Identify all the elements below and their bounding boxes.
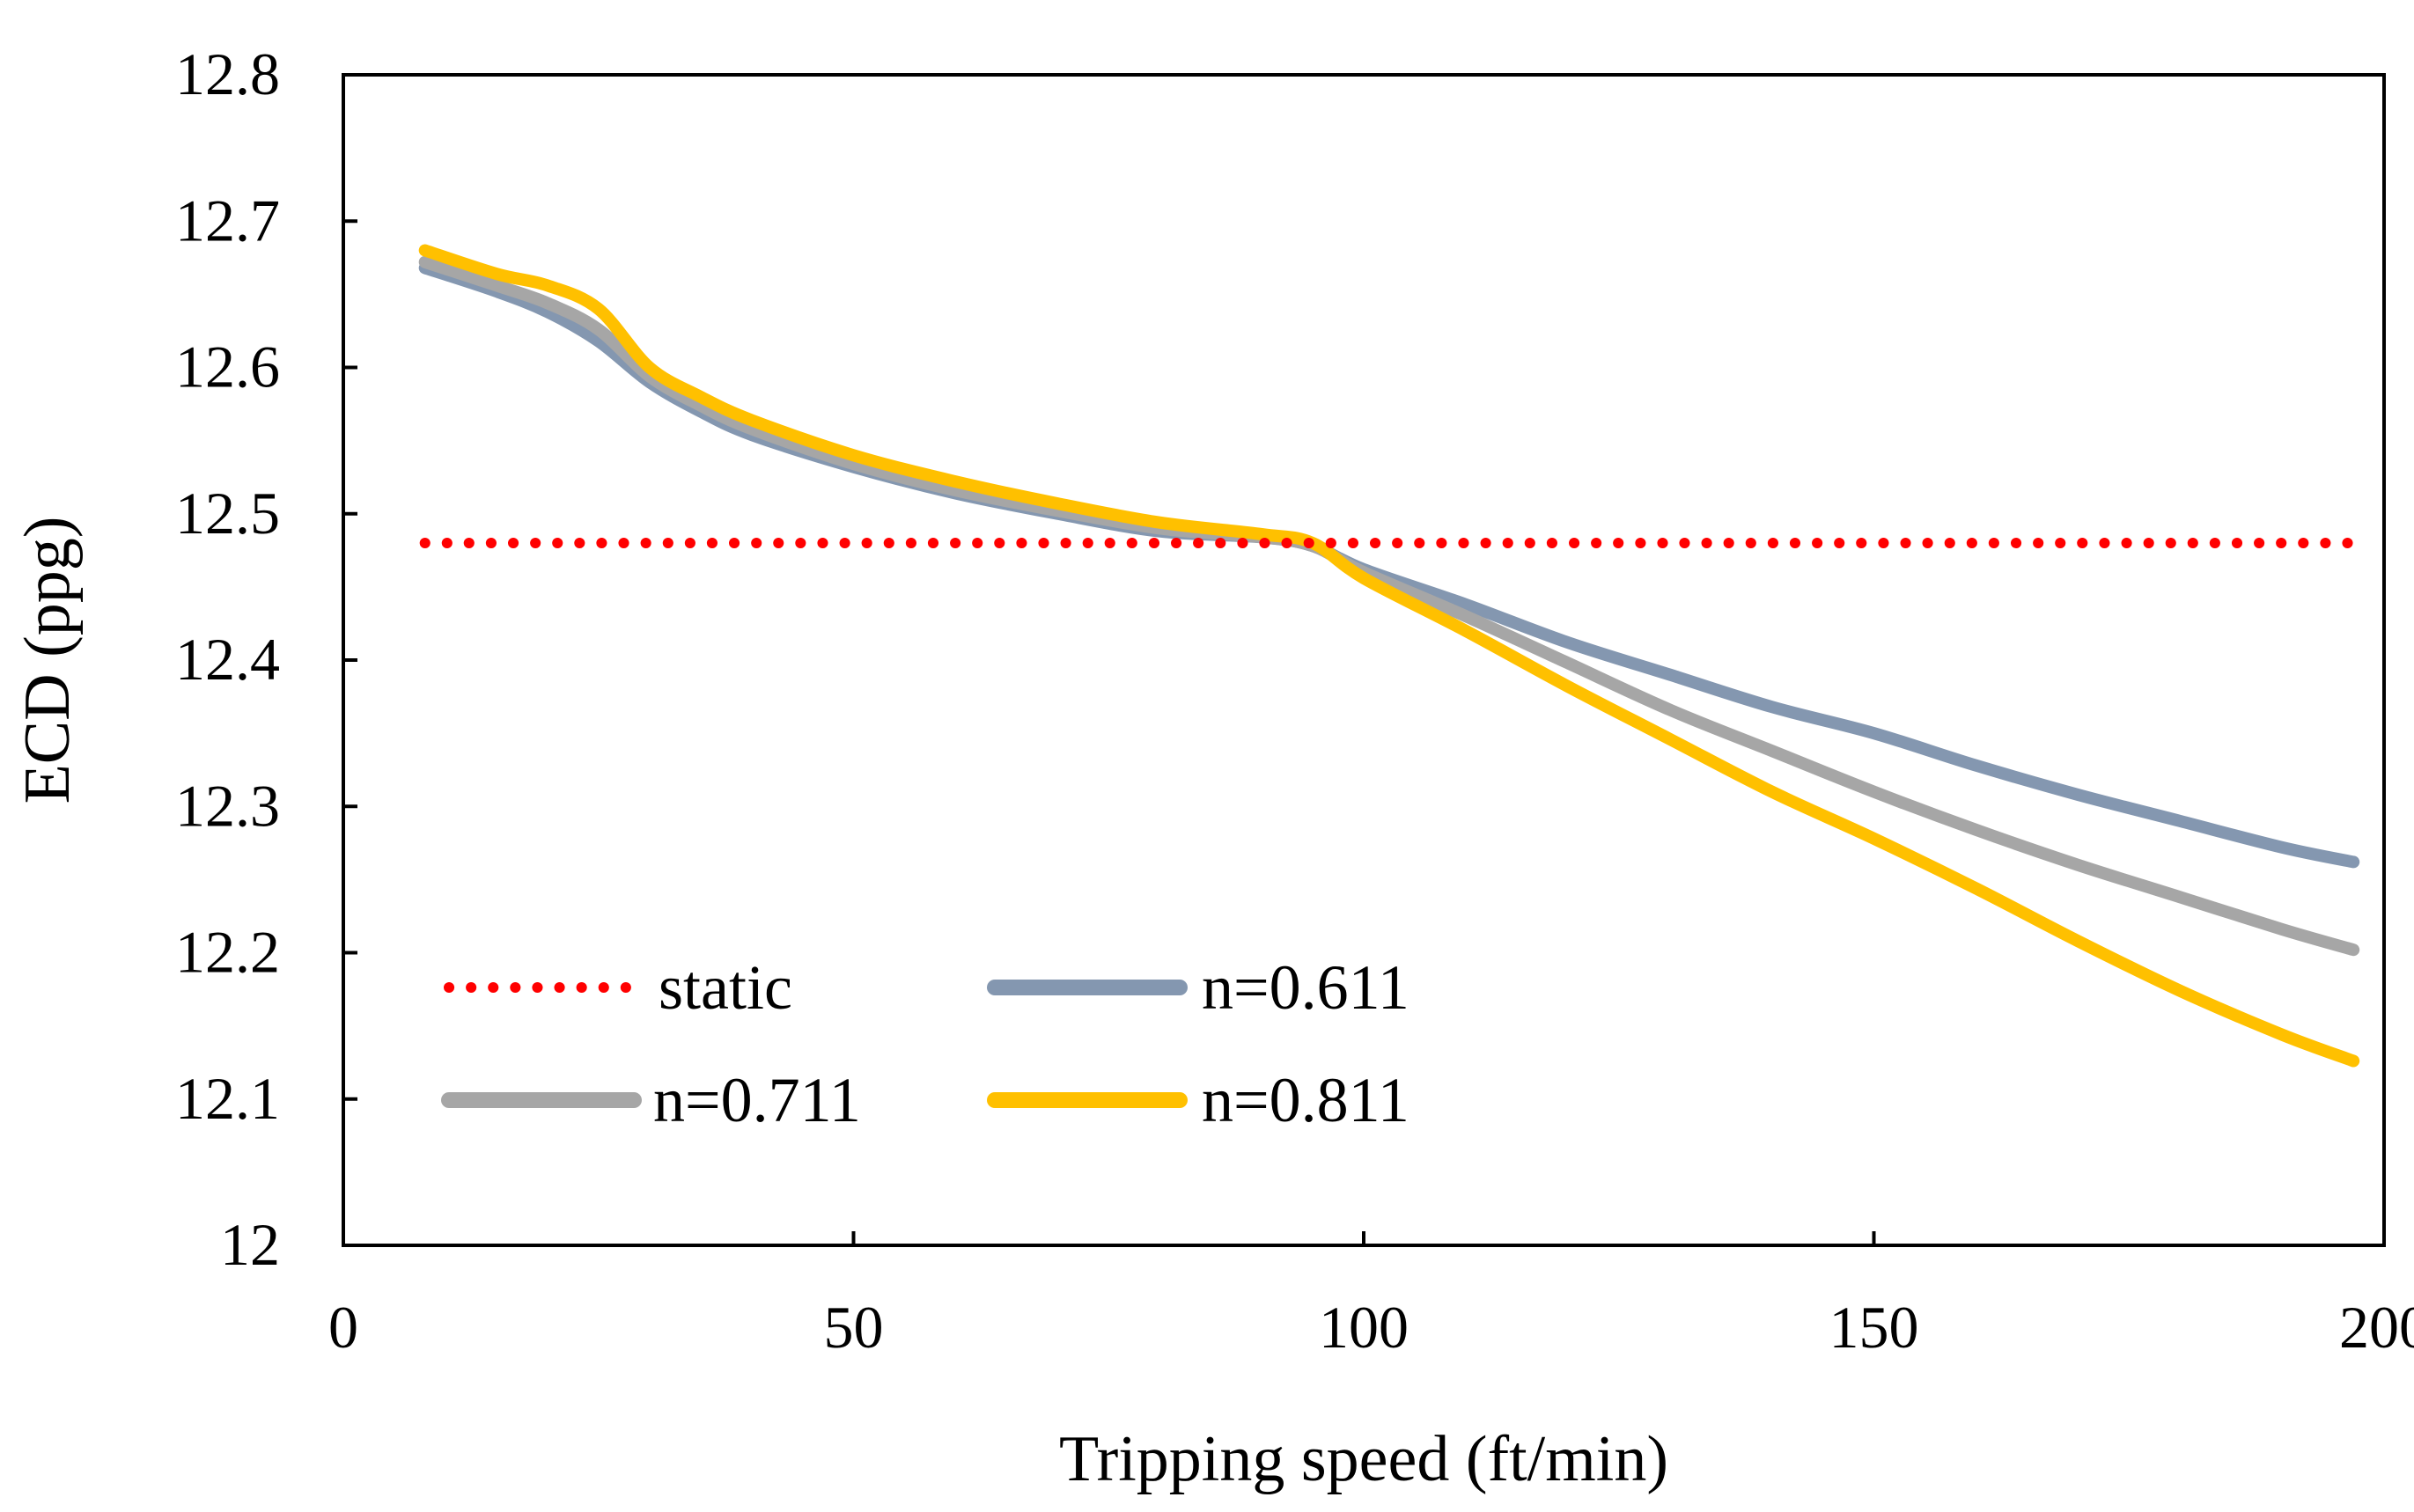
x-axis-ticks: 0 50 100 150 200 (328, 1231, 2414, 1361)
y-axis-title: ECD (ppg) (11, 517, 84, 804)
y-axis-ticks: 12 12.1 12.2 12.3 12.4 12.5 12.6 12.7 12.8 (175, 40, 357, 1278)
y-tick-label: 12.1 (175, 1065, 280, 1132)
y-tick-label: 12.5 (175, 480, 280, 547)
y-tick-label: 12.6 (175, 334, 280, 400)
legend-label-n0611: n=0.611 (1202, 952, 1409, 1023)
legend: static n=0.611 n=0.711 n=0.811 (441, 952, 1409, 1135)
y-tick-label: 12.3 (175, 772, 280, 839)
x-tick-label: 150 (1829, 1294, 1919, 1361)
y-tick-label: 12.2 (175, 919, 280, 986)
legend-label-n0711: n=0.711 (653, 1065, 861, 1135)
series-line-n-0-611 (418, 261, 2360, 869)
x-tick-label: 100 (1319, 1294, 1409, 1361)
x-tick-label: 50 (824, 1294, 884, 1361)
legend-label-n0811: n=0.811 (1202, 1065, 1409, 1135)
y-tick-label: 12.8 (175, 40, 280, 107)
y-tick-label: 12.4 (175, 626, 280, 693)
legend-label-static: static (659, 952, 792, 1023)
y-tick-label: 12.7 (175, 187, 280, 253)
series-line-n-0-811 (418, 244, 2360, 1068)
series-layer (418, 244, 2360, 1068)
y-tick-label: 12 (220, 1211, 280, 1278)
x-axis-title: Tripping speed (ft/min) (1059, 1423, 1668, 1495)
series-line-n-0-711 (418, 255, 2360, 957)
x-tick-label: 200 (2339, 1294, 2414, 1361)
x-tick-label: 0 (328, 1294, 358, 1361)
